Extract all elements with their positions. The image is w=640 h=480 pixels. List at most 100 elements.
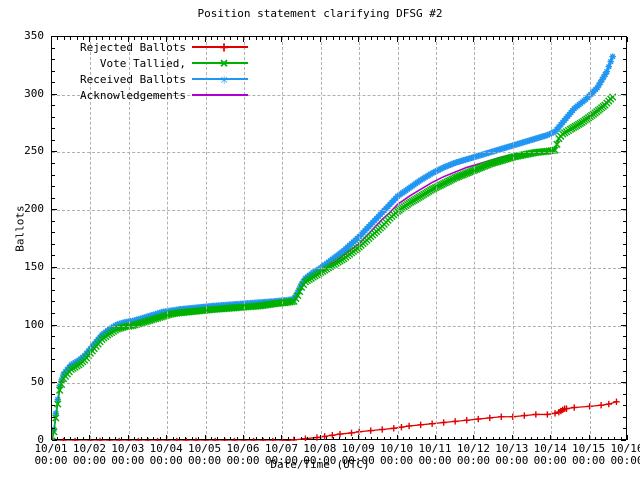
x-tick-label: 10/10 00:00 <box>367 443 427 467</box>
x-tick-time: 00:00 <box>380 454 414 467</box>
x-minor-tick-bottom <box>390 437 392 440</box>
y-minor-tick-left <box>52 359 55 361</box>
x-minor-tick-top <box>70 37 72 40</box>
x-minor-tick-top <box>287 37 289 40</box>
x-minor-tick-bottom <box>230 437 232 440</box>
x-minor-tick-top <box>518 37 520 40</box>
x-tick-time: 00:00 <box>226 454 260 467</box>
x-minor-tick-bottom <box>159 437 161 440</box>
x-minor-tick-bottom <box>153 437 155 440</box>
data-point-marker <box>551 146 559 154</box>
x-tick-date: 10/12 <box>456 442 490 455</box>
data-point-marker <box>144 437 152 441</box>
x-tick-time: 00:00 <box>572 454 606 467</box>
legend-item[interactable]: Rejected Ballots + <box>56 39 256 55</box>
y-tick-left <box>52 440 57 441</box>
x-minor-tick-top <box>371 37 372 40</box>
data-point-marker <box>212 437 219 441</box>
y-minor-tick-left <box>52 174 55 176</box>
x-minor-tick-top <box>236 37 238 40</box>
x-minor-tick-bottom <box>275 437 276 440</box>
x-minor-tick-top <box>614 37 616 40</box>
x-minor-tick-top <box>415 37 417 40</box>
y-minor-tick-right <box>623 255 626 257</box>
y-minor-tick-right <box>623 139 626 141</box>
x-minor-tick-bottom <box>428 437 430 440</box>
x-tick-top <box>127 37 129 42</box>
x-tick-label: 10/08 00:00 <box>290 443 350 467</box>
x-minor-tick-bottom <box>499 437 500 440</box>
x-tick-top <box>243 37 244 42</box>
data-point-marker <box>313 434 321 441</box>
x-minor-tick-bottom <box>76 437 78 440</box>
x-minor-tick-bottom <box>595 437 596 440</box>
legend-item[interactable]: Acknowledgements <box>56 87 256 103</box>
x-minor-tick-top <box>185 37 187 40</box>
x-tick-date: 10/07 <box>264 442 298 455</box>
x-minor-tick-top <box>172 37 174 40</box>
x-minor-tick-top <box>147 37 148 40</box>
x-tick-date: 10/02 <box>72 442 106 455</box>
y-minor-tick-left <box>52 313 55 315</box>
x-tick-bottom <box>166 435 168 440</box>
data-point-marker <box>329 432 336 439</box>
y-tick-label: 100 <box>24 317 44 331</box>
x-tick-time: 00:00 <box>495 454 529 467</box>
x-tick-bottom <box>435 435 436 440</box>
x-tick-label: 10/14 00:00 <box>520 443 580 467</box>
gridline-horizontal <box>52 325 626 327</box>
y-minor-tick-left <box>52 47 55 49</box>
x-minor-tick-bottom <box>223 437 225 440</box>
x-axis-label: Date/Time (UTC) <box>270 458 370 471</box>
x-minor-tick-top <box>556 37 558 40</box>
x-minor-tick-top <box>121 37 123 40</box>
y-minor-tick-left <box>52 116 55 118</box>
x-minor-tick-bottom <box>371 437 372 440</box>
x-minor-tick-top <box>268 37 270 40</box>
y-tick-left <box>52 36 57 37</box>
data-point-marker <box>321 433 328 440</box>
legend-item[interactable]: Received Ballots ✳ <box>56 71 256 87</box>
x-minor-tick-top <box>582 37 584 40</box>
x-minor-tick-bottom <box>364 437 366 440</box>
x-minor-tick-bottom <box>140 437 142 440</box>
x-minor-tick-bottom <box>294 437 296 440</box>
data-point-marker <box>250 437 257 441</box>
x-minor-tick-bottom <box>607 437 609 440</box>
x-minor-tick-top <box>262 37 264 40</box>
gridline-horizontal <box>52 210 626 212</box>
x-minor-tick-bottom <box>211 437 212 440</box>
x-tick-time: 00:00 <box>264 454 298 467</box>
x-minor-tick-top <box>460 37 462 40</box>
x-tick-date: 10/08 <box>303 442 337 455</box>
x-minor-tick-bottom <box>454 437 456 440</box>
legend-marker-icon: × <box>219 54 229 72</box>
x-minor-tick-top <box>223 37 225 40</box>
y-minor-tick-right <box>623 405 626 407</box>
data-point-marker <box>521 412 528 419</box>
x-minor-tick-top <box>537 37 539 40</box>
x-tick-label: 10/03 00:00 <box>98 443 158 467</box>
x-minor-tick-top <box>57 37 59 40</box>
x-minor-tick-bottom <box>505 437 507 440</box>
y-minor-tick-right <box>623 82 626 84</box>
y-tick-left <box>52 93 57 95</box>
x-tick-bottom <box>550 435 552 440</box>
x-minor-tick-bottom <box>102 437 104 440</box>
legend-line-swatch <box>192 62 248 64</box>
y-tick-label: 300 <box>24 86 44 100</box>
x-tick-time: 00:00 <box>34 454 68 467</box>
x-tick-bottom <box>89 435 91 440</box>
x-minor-tick-bottom <box>409 437 411 440</box>
y-minor-tick-right <box>623 186 626 188</box>
data-point-marker <box>475 415 482 423</box>
data-point-marker <box>544 411 551 418</box>
x-minor-tick-top <box>332 37 334 40</box>
y-tick-label: 250 <box>24 144 44 158</box>
x-minor-tick-bottom <box>351 437 353 440</box>
x-minor-tick-bottom <box>447 437 449 440</box>
x-minor-tick-bottom <box>95 437 97 440</box>
legend-item-sample: × <box>192 55 248 71</box>
legend-item[interactable]: Vote Tallied, × <box>56 55 256 71</box>
